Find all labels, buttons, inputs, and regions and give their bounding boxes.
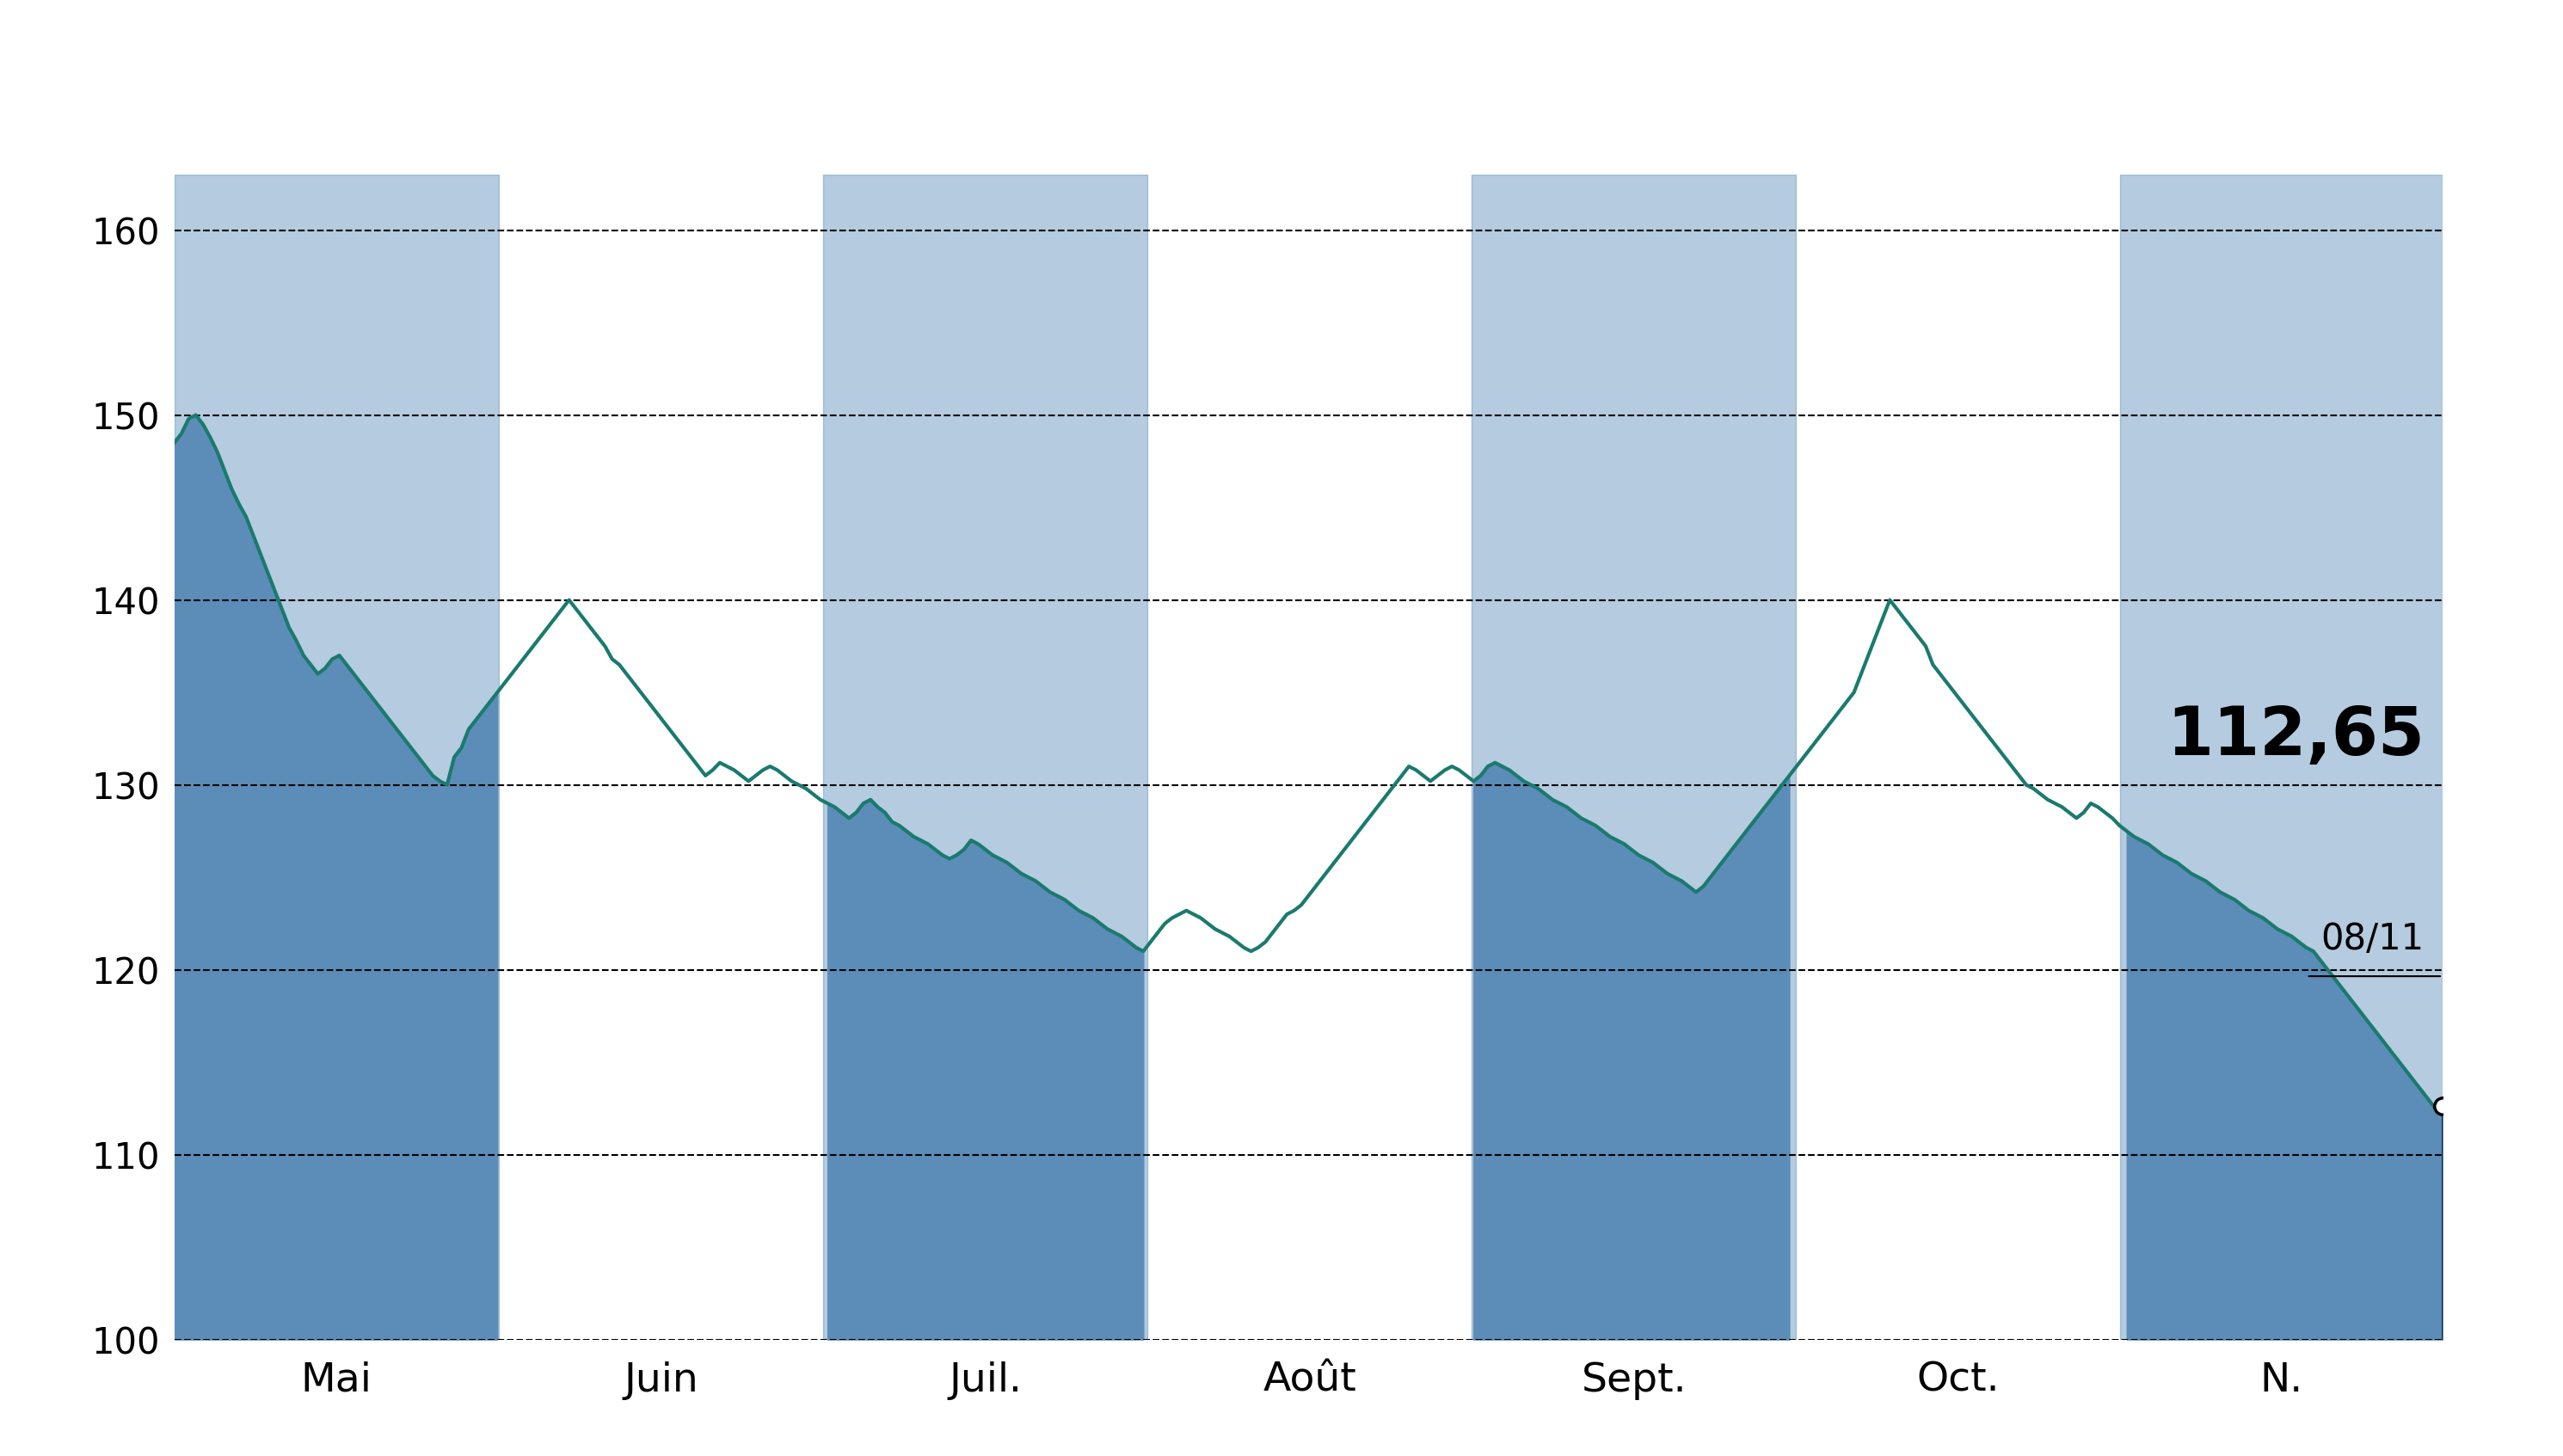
Bar: [2120, 175, 2443, 1340]
Bar: [823, 175, 1148, 1340]
Text: PERNOD RICARD: PERNOD RICARD: [725, 26, 1838, 141]
Bar: [174, 175, 500, 1340]
Text: 112,65: 112,65: [2166, 703, 2425, 769]
Text: 08/11: 08/11: [2322, 922, 2425, 957]
Bar: [1471, 175, 1797, 1340]
